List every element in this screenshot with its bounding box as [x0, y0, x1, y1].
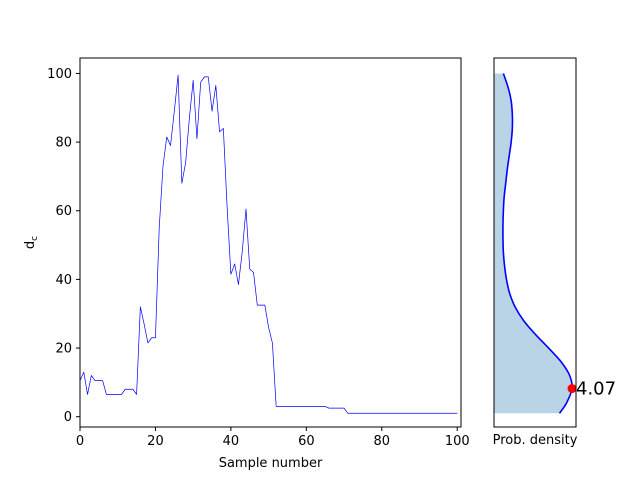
y-axis-label: dc — [23, 236, 40, 249]
density-chart: 4.07 Prob. density — [493, 57, 616, 448]
y-tick-label: 20 — [55, 342, 72, 357]
x-tick-label: 40 — [223, 434, 240, 449]
main-plot-area — [80, 58, 461, 427]
y-tick-label: 0 — [64, 410, 72, 425]
x-tick-label: 80 — [374, 434, 391, 449]
x-tick-label: 100 — [445, 434, 470, 449]
main-plot-frame — [79, 57, 462, 428]
mode-annotation: 4.07 — [576, 379, 616, 400]
x-tick-label: 0 — [76, 434, 84, 449]
main-x-ticks: 0 20 40 60 80 100 — [76, 427, 470, 449]
main-y-ticks: 0 20 40 60 80 100 — [47, 67, 80, 425]
y-tick-label: 80 — [55, 136, 72, 151]
y-tick-label: 60 — [55, 204, 72, 219]
density-series-group: 4.07 — [494, 73, 616, 414]
density-fill — [494, 73, 573, 414]
density-x-label: Prob. density — [493, 433, 578, 448]
x-axis-label: Sample number — [219, 456, 323, 471]
y-tick-label: 100 — [47, 67, 72, 82]
density-curve — [502, 73, 573, 414]
y-axis-label-sub: c — [30, 236, 40, 241]
mode-marker — [567, 384, 577, 394]
x-tick-label: 60 — [298, 434, 315, 449]
y-tick-label: 40 — [55, 273, 72, 288]
density-plot-frame — [493, 57, 577, 428]
y-axis-label-main: d — [23, 241, 38, 249]
x-tick-label: 20 — [147, 434, 164, 449]
main-series-group — [80, 74, 458, 414]
